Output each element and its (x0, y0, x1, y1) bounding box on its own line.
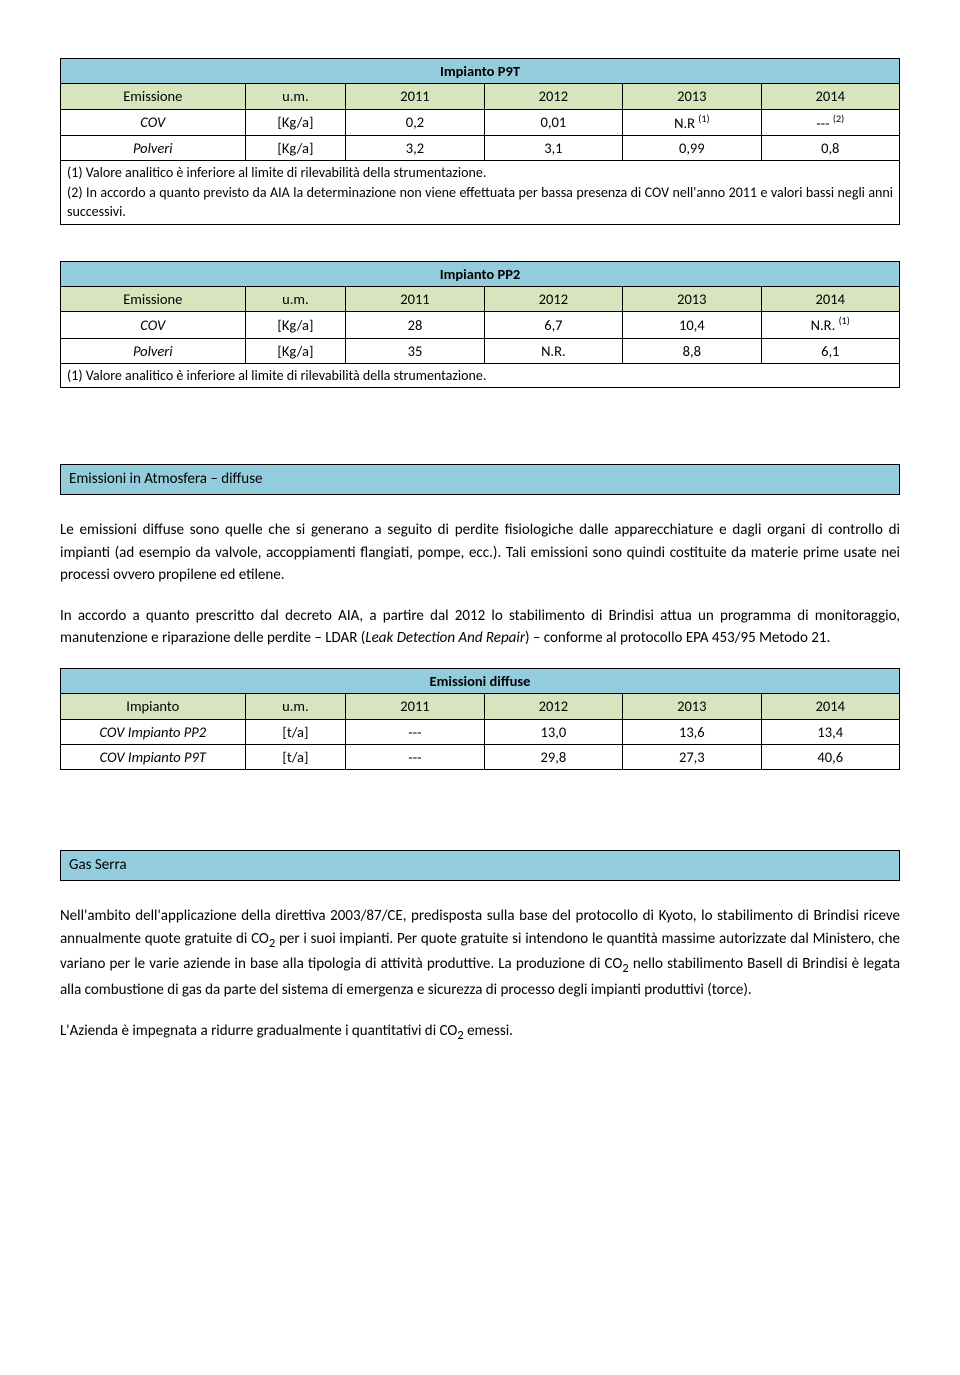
cell-2012: 3,1 (484, 135, 622, 160)
col-2013: 2013 (623, 287, 761, 312)
cell-label: Polveri (61, 338, 246, 363)
cell-2014: N.R. (1) (761, 312, 899, 338)
col-um: u.m. (245, 694, 346, 719)
cell-2011: --- (346, 744, 484, 769)
table-row: COV [Kg/a] 28 6,7 10,4 N.R. (1) (61, 312, 900, 338)
col-2014: 2014 (761, 694, 899, 719)
cell-label: COV Impianto P9T (61, 744, 246, 769)
cell-unit: [Kg/a] (245, 109, 346, 135)
table-title-row: Emissioni diffuse (61, 668, 900, 693)
cell-2012: N.R. (484, 338, 622, 363)
table-header-row: Emissione u.m. 2011 2012 2013 2014 (61, 84, 900, 109)
cell-2014: 40,6 (761, 744, 899, 769)
col-2011: 2011 (346, 287, 484, 312)
table-diffuse: Emissioni diffuse Impianto u.m. 2011 201… (60, 668, 900, 770)
cell-2013: 10,4 (623, 312, 761, 338)
table-header-row: Impianto u.m. 2011 2012 2013 2014 (61, 694, 900, 719)
table-title-row: Impianto PP2 (61, 261, 900, 286)
cell-2014: 6,1 (761, 338, 899, 363)
col-emissione: Emissione (61, 84, 246, 109)
footnote-1: (1) Valore analitico è inferiore al limi… (67, 163, 893, 183)
cell-2011: 0,2 (346, 109, 484, 135)
col-2011: 2011 (346, 694, 484, 719)
cell-2011: 3,2 (346, 135, 484, 160)
cell-unit: [Kg/a] (245, 135, 346, 160)
col-2013: 2013 (623, 84, 761, 109)
footnote-1: (1) Valore analitico è inferiore al limi… (67, 366, 893, 386)
cell-2011: 35 (346, 338, 484, 363)
col-2013: 2013 (623, 694, 761, 719)
table-row: COV Impianto PP2 [t/a] --- 13,0 13,6 13,… (61, 719, 900, 744)
table-title-row: Impianto P9T (61, 59, 900, 84)
paragraph: Nell'ambito dell'applicazione della dire… (60, 905, 900, 1002)
col-um: u.m. (245, 287, 346, 312)
cell-2014: 13,4 (761, 719, 899, 744)
table-footnote-row: (1) Valore analitico è inferiore al limi… (61, 161, 900, 225)
cell-2012: 0,01 (484, 109, 622, 135)
cell-label: COV (61, 312, 246, 338)
col-2012: 2012 (484, 84, 622, 109)
cell-unit: [Kg/a] (245, 312, 346, 338)
cell-unit: [t/a] (245, 719, 346, 744)
footnote-2: (2) In accordo a quanto previsto da AIA … (67, 183, 893, 222)
cell-2012: 13,0 (484, 719, 622, 744)
col-2012: 2012 (484, 287, 622, 312)
cell-2013: 27,3 (623, 744, 761, 769)
col-um: u.m. (245, 84, 346, 109)
cell-2012: 6,7 (484, 312, 622, 338)
table-footnote-row: (1) Valore analitico è inferiore al limi… (61, 363, 900, 388)
col-2012: 2012 (484, 694, 622, 719)
col-2014: 2014 (761, 287, 899, 312)
table-p9t: Impianto P9T Emissione u.m. 2011 2012 20… (60, 58, 900, 225)
cell-unit: [Kg/a] (245, 338, 346, 363)
table-title: Impianto P9T (61, 59, 900, 84)
table-row: COV [Kg/a] 0,2 0,01 N.R (1) --- (2) (61, 109, 900, 135)
cell-2011: 28 (346, 312, 484, 338)
table-title: Emissioni diffuse (61, 668, 900, 693)
cell-2013: N.R (1) (623, 109, 761, 135)
col-2011: 2011 (346, 84, 484, 109)
paragraph: L'Azienda è impegnata a ridurre gradualm… (60, 1020, 900, 1046)
cell-2013: 0,99 (623, 135, 761, 160)
col-impianto: Impianto (61, 694, 246, 719)
col-emissione: Emissione (61, 287, 246, 312)
cell-2013: 13,6 (623, 719, 761, 744)
table-title: Impianto PP2 (61, 261, 900, 286)
table-pp2-block: Impianto PP2 Emissione u.m. 2011 2012 20… (60, 261, 900, 389)
section-heading-diffuse: Emissioni in Atmosfera – diffuse (60, 464, 900, 495)
cell-2014: --- (2) (761, 109, 899, 135)
table-pp2: Impianto PP2 Emissione u.m. 2011 2012 20… (60, 261, 900, 389)
paragraph: In accordo a quanto prescritto dal decre… (60, 605, 900, 650)
cell-label: Polveri (61, 135, 246, 160)
cell-label: COV (61, 109, 246, 135)
cell-label: COV Impianto PP2 (61, 719, 246, 744)
table-row: Polveri [Kg/a] 35 N.R. 8,8 6,1 (61, 338, 900, 363)
table-row: Polveri [Kg/a] 3,2 3,1 0,99 0,8 (61, 135, 900, 160)
cell-2012: 29,8 (484, 744, 622, 769)
paragraph: Le emissioni diffuse sono quelle che si … (60, 519, 900, 587)
cell-2014: 0,8 (761, 135, 899, 160)
table-row: COV Impianto P9T [t/a] --- 29,8 27,3 40,… (61, 744, 900, 769)
cell-2013: 8,8 (623, 338, 761, 363)
section-heading-gas: Gas Serra (60, 850, 900, 881)
col-2014: 2014 (761, 84, 899, 109)
table-p9t-block: Impianto P9T Emissione u.m. 2011 2012 20… (60, 58, 900, 225)
cell-2011: --- (346, 719, 484, 744)
table-header-row: Emissione u.m. 2011 2012 2013 2014 (61, 287, 900, 312)
cell-unit: [t/a] (245, 744, 346, 769)
